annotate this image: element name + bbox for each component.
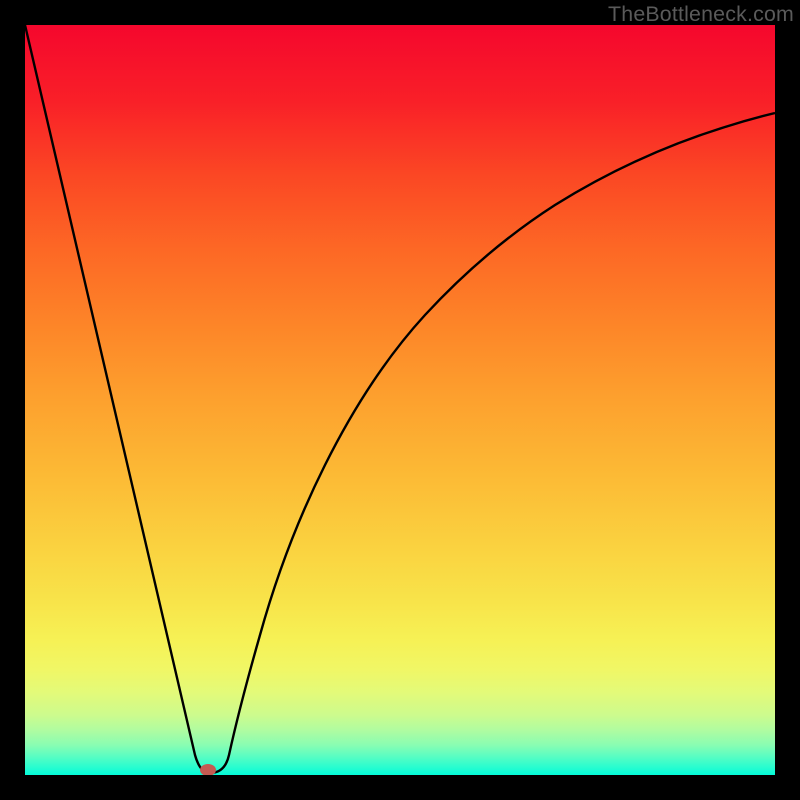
plot-area	[25, 25, 775, 775]
plot-svg	[25, 25, 775, 775]
attribution-text: TheBottleneck.com	[608, 2, 794, 27]
gradient-background	[25, 25, 775, 775]
chart-stage: TheBottleneck.com	[0, 0, 800, 800]
